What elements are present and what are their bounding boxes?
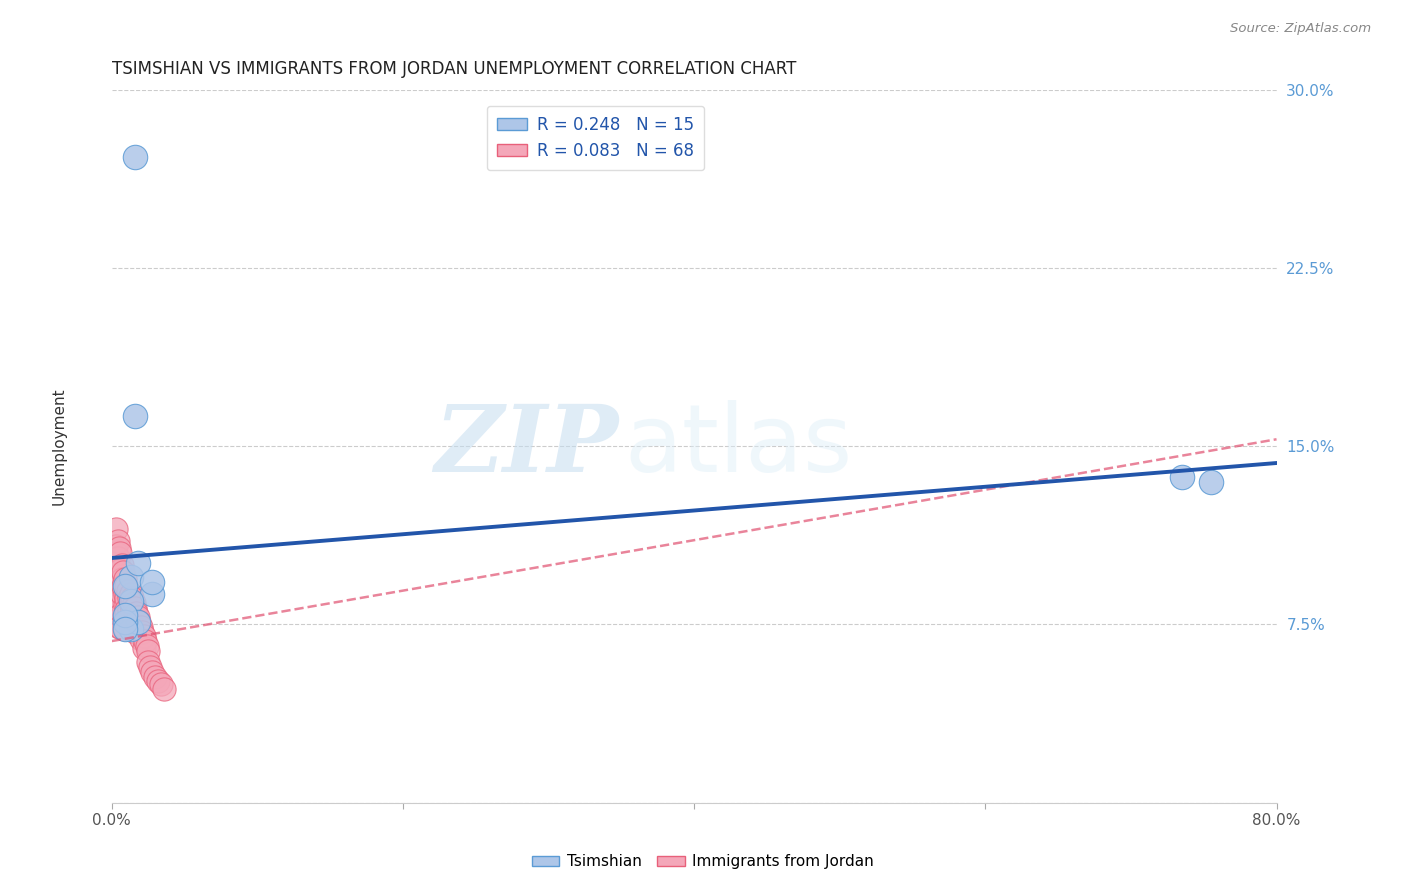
Point [108,620,131,634]
Point [105,539,128,553]
Point [124,600,146,615]
Point [111,558,134,573]
Point [120,570,142,584]
Point [124,624,146,639]
Point [111,586,134,600]
Point [108,560,131,574]
Point [127,610,149,624]
Point [112,579,135,593]
Point [150,677,173,691]
Point [124,150,146,164]
Point [129,620,152,634]
Point [107,551,129,566]
Text: ZIP: ZIP [434,401,619,491]
Point [136,643,159,657]
Point [111,572,134,586]
Point [117,584,139,599]
Point [127,622,149,636]
Point [121,603,143,617]
Point [115,591,138,606]
Point [115,579,138,593]
Point [118,591,141,606]
Point [114,622,136,636]
Point [129,632,152,646]
Point [124,409,146,423]
Point [1171,470,1194,484]
Point [110,593,132,607]
Point [112,566,135,580]
Point [122,596,145,610]
Point [107,534,129,549]
Point [132,641,155,656]
Point [1199,475,1222,489]
Point [141,665,163,679]
Point [114,586,136,600]
Point [115,603,138,617]
Point [134,634,156,648]
Point [110,620,132,634]
Text: atlas: atlas [624,401,852,492]
Point [121,591,143,606]
Point [107,582,129,596]
Point [105,546,128,560]
Point [120,622,142,636]
Point [107,567,129,582]
Point [108,610,131,624]
Legend: R = 0.248   N = 15, R = 0.083   N = 68: R = 0.248 N = 15, R = 0.083 N = 68 [486,106,704,170]
Point [118,603,141,617]
Point [110,546,132,560]
Point [108,600,131,615]
Text: TSIMSHIAN VS IMMIGRANTS FROM JORDAN UNEMPLOYMENT CORRELATION CHART: TSIMSHIAN VS IMMIGRANTS FROM JORDAN UNEM… [111,60,796,78]
Point [115,615,138,629]
Point [131,624,153,639]
Point [124,613,146,627]
Point [145,670,167,684]
Point [141,574,163,589]
Point [105,523,128,537]
Point [120,586,142,600]
Point [148,674,170,689]
Point [122,607,145,622]
Point [114,579,136,593]
Point [114,610,136,624]
Point [128,615,150,629]
Point [153,681,176,696]
Point [110,563,132,577]
Point [120,610,142,624]
Point [110,607,132,622]
Point [138,660,160,674]
Text: Source: ZipAtlas.com: Source: ZipAtlas.com [1230,22,1371,36]
Point [135,639,157,653]
Point [110,579,132,593]
Point [105,563,128,577]
Legend: Tsimshian, Immigrants from Jordan: Tsimshian, Immigrants from Jordan [526,848,880,875]
Text: Unemployment: Unemployment [52,387,66,505]
Point [114,607,136,622]
Point [114,615,136,629]
Point [120,599,142,613]
Point [114,572,136,586]
Point [114,599,136,613]
Point [141,586,163,600]
Point [125,606,148,620]
Point [108,574,131,589]
Point [122,620,145,634]
Point [108,589,131,603]
Point [132,629,155,643]
Point [120,593,142,607]
Point [108,541,131,556]
Point [114,622,136,636]
Point [127,615,149,629]
Point [127,556,149,570]
Point [136,656,159,670]
